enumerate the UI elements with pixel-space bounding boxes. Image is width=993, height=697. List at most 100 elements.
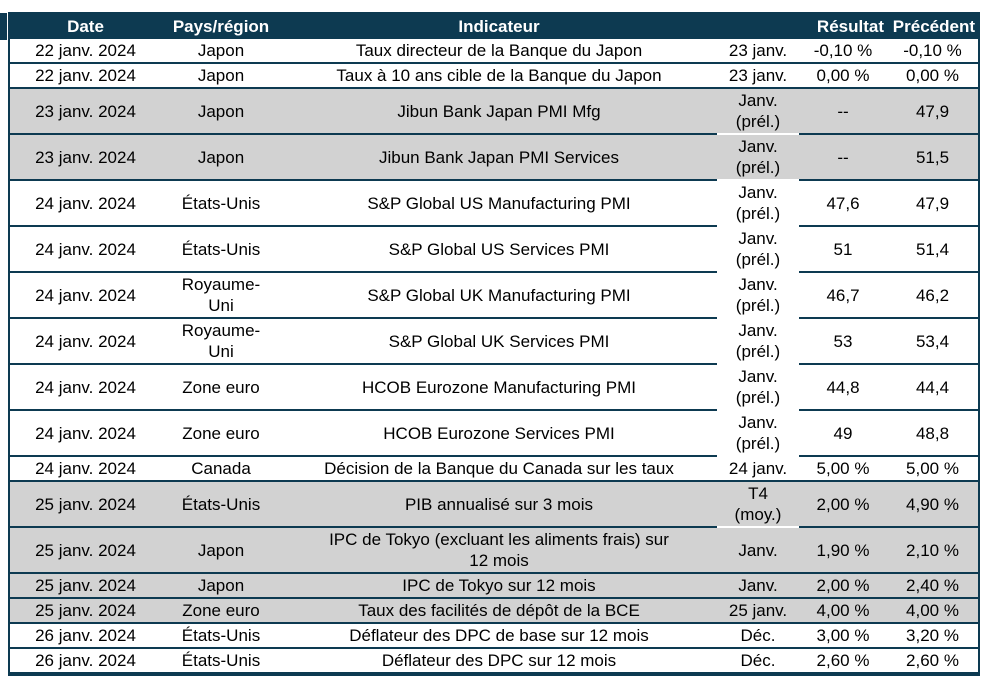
cell-result: -- [799, 88, 887, 135]
cell-result: -- [799, 134, 887, 181]
cell-region: États-Unis [161, 648, 281, 675]
cell-date: 25 janv. 2024 [9, 481, 161, 528]
table-header: Date Pays/région Indicateur Résultat Pré… [9, 13, 979, 39]
cell-period: Janv. (prél.) [717, 364, 799, 411]
table-row: 24 janv. 2024 Zone euro HCOB Eurozone Serv… [9, 410, 979, 457]
table-row: 23 janv. 2024 Japon Jibun Bank Japan PMI M… [9, 88, 979, 135]
table-row: 22 janv. 2024 Japon Taux directeur de la B… [9, 39, 979, 64]
cell-period: T4 (moy.) [717, 481, 799, 528]
cell-result: 2,60 % [799, 648, 887, 675]
cell-date: 22 janv. 2024 [9, 39, 161, 64]
header-result: Résultat [799, 13, 887, 39]
cell-period: Janv. [717, 573, 799, 599]
header-period [717, 13, 799, 39]
cell-region: Royaume- Uni [161, 272, 281, 319]
cell-previous: 4,00 % [887, 598, 979, 624]
cell-previous: 2,40 % [887, 573, 979, 599]
cell-period: Janv. (prél.) [717, 318, 799, 365]
cell-previous: 46,2 [887, 272, 979, 319]
cell-region: États-Unis [161, 623, 281, 649]
cell-result: 3,00 % [799, 623, 887, 649]
cell-previous: 51,5 [887, 134, 979, 181]
cell-indicator: IPC de Tokyo sur 12 mois [281, 573, 717, 599]
cell-result: -0,10 % [799, 39, 887, 64]
cell-date: 24 janv. 2024 [9, 410, 161, 457]
cell-region: États-Unis [161, 226, 281, 273]
cell-indicator: S&P Global US Manufacturing PMI [281, 180, 717, 227]
cell-period: Janv. (prél.) [717, 272, 799, 319]
cell-period: Janv. (prél.) [717, 226, 799, 273]
cell-previous: -0,10 % [887, 39, 979, 64]
cell-result: 51 [799, 226, 887, 273]
cell-region: États-Unis [161, 180, 281, 227]
cell-region: Zone euro [161, 410, 281, 457]
header-date: Date [9, 13, 161, 39]
cell-previous: 47,9 [887, 88, 979, 135]
cell-indicator: Taux à 10 ans cible de la Banque du Japo… [281, 63, 717, 89]
cell-date: 24 janv. 2024 [9, 226, 161, 273]
cell-previous: 5,00 % [887, 456, 979, 482]
cell-date: 24 janv. 2024 [9, 272, 161, 319]
cell-indicator: Déflateur des DPC sur 12 mois [281, 648, 717, 675]
table-row: 23 janv. 2024 Japon Jibun Bank Japan PMI S… [9, 134, 979, 181]
cell-result: 53 [799, 318, 887, 365]
cell-region: Japon [161, 573, 281, 599]
cell-result: 4,00 % [799, 598, 887, 624]
cell-previous: 47,9 [887, 180, 979, 227]
table-row: 22 janv. 2024 Japon Taux à 10 ans cible de… [9, 63, 979, 89]
cell-previous: 51,4 [887, 226, 979, 273]
cell-result: 2,00 % [799, 481, 887, 528]
cell-indicator: Jibun Bank Japan PMI Services [281, 134, 717, 181]
cell-result: 47,6 [799, 180, 887, 227]
cell-result: 0,00 % [799, 63, 887, 89]
cell-period: Déc. [717, 648, 799, 675]
cell-date: 23 janv. 2024 [9, 88, 161, 135]
cell-period: 24 janv. [717, 456, 799, 482]
cell-indicator: S&P Global US Services PMI [281, 226, 717, 273]
cell-previous: 2,10 % [887, 527, 979, 574]
cell-result: 1,90 % [799, 527, 887, 574]
cell-region: Japon [161, 134, 281, 181]
cell-region: Zone euro [161, 598, 281, 624]
header-previous: Précédent [887, 13, 979, 39]
cell-period: 25 janv. [717, 598, 799, 624]
cell-region: Japon [161, 527, 281, 574]
cell-previous: 53,4 [887, 318, 979, 365]
cell-indicator: S&P Global UK Manufacturing PMI [281, 272, 717, 319]
cell-date: 24 janv. 2024 [9, 364, 161, 411]
indicator-table-body: 22 janv. 2024 Japon Taux directeur de la B… [9, 39, 979, 675]
cell-previous: 4,90 % [887, 481, 979, 528]
cell-date: 22 janv. 2024 [9, 63, 161, 89]
cell-indicator: Déflateur des DPC de base sur 12 mois [281, 623, 717, 649]
cell-date: 26 janv. 2024 [9, 648, 161, 675]
cell-previous: 44,4 [887, 364, 979, 411]
cell-indicator: S&P Global UK Services PMI [281, 318, 717, 365]
table-row: 24 janv. 2024 Royaume- Uni S&P Global UK M… [9, 272, 979, 319]
cell-date: 23 janv. 2024 [9, 134, 161, 181]
table-row: 25 janv. 2024 Zone euro Taux des facilités… [9, 598, 979, 624]
cell-period: Janv. (prél.) [717, 88, 799, 135]
cell-date: 24 janv. 2024 [9, 456, 161, 482]
cell-period: Janv. (prél.) [717, 180, 799, 227]
cell-indicator: Taux des facilités de dépôt de la BCE [281, 598, 717, 624]
cell-result: 49 [799, 410, 887, 457]
cell-indicator: Décision de la Banque du Canada sur les … [281, 456, 717, 482]
cell-period: Janv. [717, 527, 799, 574]
cell-date: 25 janv. 2024 [9, 573, 161, 599]
cell-region: Japon [161, 63, 281, 89]
cell-date: 24 janv. 2024 [9, 180, 161, 227]
cell-result: 5,00 % [799, 456, 887, 482]
header-indicator: Indicateur [281, 13, 717, 39]
cell-date: 25 janv. 2024 [9, 527, 161, 574]
cell-indicator: Jibun Bank Japan PMI Mfg [281, 88, 717, 135]
table-row: 24 janv. 2024 Zone euro HCOB Eurozone Manu… [9, 364, 979, 411]
cell-indicator: IPC de Tokyo (excluant les aliments frai… [281, 527, 717, 574]
cell-region: Zone euro [161, 364, 281, 411]
cell-region: États-Unis [161, 481, 281, 528]
cell-period: Déc. [717, 623, 799, 649]
cell-region: Japon [161, 39, 281, 64]
cell-period: 23 janv. [717, 63, 799, 89]
table-row: 26 janv. 2024 États-Unis Déflateur des DPC… [9, 623, 979, 649]
cell-previous: 48,8 [887, 410, 979, 457]
